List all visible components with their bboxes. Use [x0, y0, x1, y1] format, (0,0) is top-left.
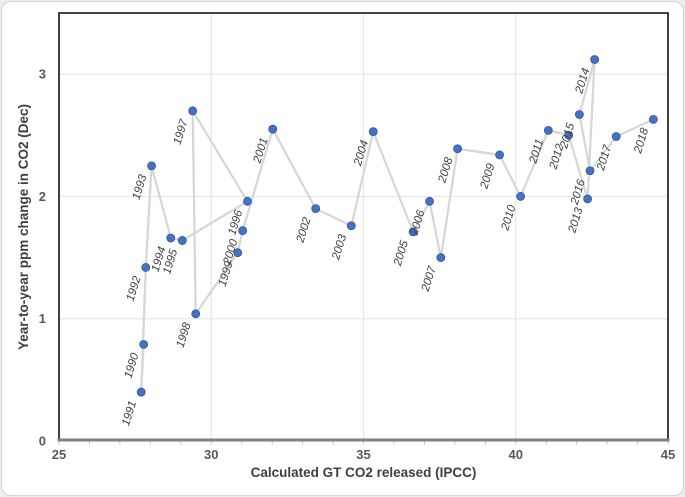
data-point — [453, 144, 462, 154]
x-tick-label: 40 — [509, 447, 523, 462]
point-label: 1990 — [123, 351, 142, 380]
x-axis-minor-ticks — [58, 441, 669, 445]
point-label: 2005 — [392, 239, 411, 269]
plot-border — [58, 12, 669, 441]
data-point — [425, 196, 434, 206]
point-label: 2002 — [294, 215, 313, 245]
point-label: 2011 — [527, 138, 546, 166]
data-point — [495, 150, 505, 160]
data-point — [346, 221, 356, 231]
data-point — [147, 161, 156, 171]
data-point — [238, 226, 248, 236]
data-point — [268, 124, 278, 134]
data-point — [311, 204, 321, 214]
point-label: 2003 — [330, 233, 349, 263]
data-point — [166, 233, 176, 243]
point-label: 1991 — [120, 399, 139, 427]
point-label: 2015 — [558, 121, 577, 151]
data-point — [648, 114, 658, 124]
x-tick-label: 25 — [52, 447, 66, 462]
data-point — [368, 127, 378, 137]
x-tick-label: 45 — [661, 447, 675, 462]
point-label: 2001 — [251, 137, 270, 166]
data-point — [543, 125, 553, 135]
data-point — [243, 196, 252, 206]
data-point — [516, 192, 526, 201]
data-point — [564, 130, 574, 140]
y-tick-label: 0 — [39, 434, 46, 449]
data-point — [136, 387, 146, 397]
data-point — [233, 248, 243, 258]
data-point — [585, 166, 595, 176]
point-label: 2006 — [408, 208, 427, 238]
data-points — [136, 55, 658, 397]
point-label: 2013 — [566, 206, 585, 236]
point-label: 2007 — [419, 264, 438, 294]
data-point — [583, 194, 593, 204]
y-axis-tick-labels: 0 1 2 3 — [39, 67, 46, 449]
point-label: 2009 — [478, 162, 497, 192]
x-tick-label: 35 — [356, 447, 370, 462]
y-tick-label: 1 — [39, 311, 46, 326]
point-label: 1992 — [125, 274, 144, 303]
point-label: 1997 — [172, 118, 191, 147]
data-point — [590, 55, 600, 64]
data-point — [408, 227, 418, 237]
data-point — [188, 106, 198, 116]
point-label: 1998 — [175, 321, 194, 350]
data-point — [177, 236, 187, 245]
y-tick-label: 3 — [39, 67, 46, 82]
point-label: 2017 — [595, 143, 614, 173]
x-axis-title: Calculated GT CO2 released (IPCC) — [251, 465, 477, 480]
data-point — [436, 253, 446, 262]
data-point — [139, 339, 149, 349]
y-tick-label: 2 — [39, 189, 46, 204]
point-label: 2018 — [632, 126, 651, 156]
data-point — [191, 309, 201, 319]
data-point — [141, 262, 151, 272]
x-axis-tick-labels: 25 30 35 40 45 — [52, 447, 675, 462]
data-point — [611, 132, 621, 141]
data-point — [574, 110, 584, 119]
y-axis-title: Year-to-year ppm change in CO2 (Dec) — [16, 104, 31, 350]
x-tick-label: 30 — [204, 447, 218, 462]
